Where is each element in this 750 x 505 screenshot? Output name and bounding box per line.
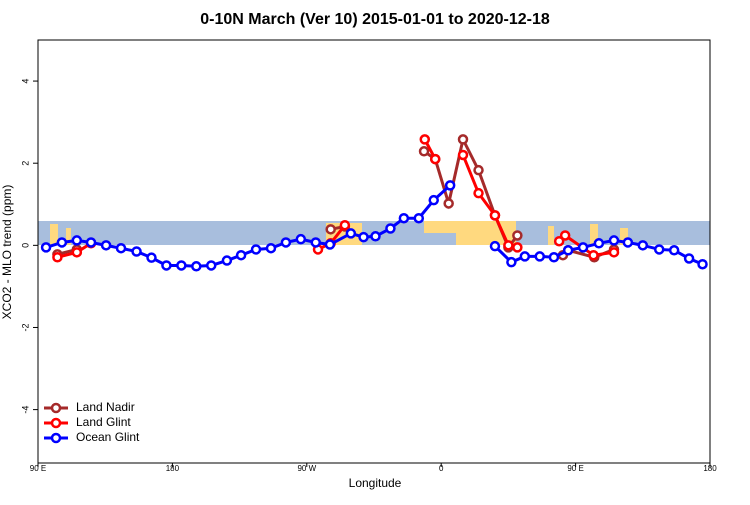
series-point [548,251,560,263]
series-point [489,240,501,252]
series-point [295,233,307,245]
series-point [325,224,336,235]
series-point [85,237,97,248]
series-point [52,251,63,263]
series-point [559,230,571,241]
series-point [161,260,172,271]
series-point [413,212,425,224]
series-point [503,240,514,251]
x-tick-label: 90 E [567,464,583,473]
series-point [457,149,469,161]
legend-swatch-point [50,417,62,429]
series-point [310,237,322,248]
series-point [553,235,565,247]
series-point [71,235,83,246]
series-point [221,255,233,266]
series-point [385,223,396,234]
y-tick-label: -4 [20,406,30,414]
series-point [176,260,187,271]
legend-label: Land Glint [76,415,131,429]
series-point [534,251,546,262]
series-point [71,247,83,258]
series-point [653,244,665,255]
series-point [345,228,357,239]
series-point [683,253,695,264]
series-point [398,212,410,224]
series-point [577,242,589,253]
series-point [56,237,68,248]
series-point [205,260,217,271]
series-point [358,231,369,243]
x-axis-label: Longitude [349,476,402,490]
series-point [40,242,52,253]
legend-label: Land Nadir [76,400,135,414]
series-point [419,134,431,145]
series-point [370,231,381,242]
series-point [191,261,202,272]
series-point [339,219,351,231]
series-point [637,240,649,251]
series-point [608,235,620,246]
series-point [562,245,574,256]
y-tick-label: 0 [20,243,30,248]
series-point [115,242,127,254]
series-point [100,240,112,251]
series-point [444,180,456,191]
y-tick-label: 4 [20,79,30,84]
plot-frame [37,39,711,464]
x-tick-label: 180 [703,464,717,473]
series-point [512,230,523,241]
y-axis-label: XCO2 - MLO trend (ppm) [0,185,14,320]
legend-label: Ocean Glint [76,430,140,444]
series-point [324,239,336,250]
legend-swatch-point [50,402,62,414]
series-point [473,164,484,176]
series-point [593,238,605,249]
series-point [146,252,157,263]
series-point [489,210,501,221]
x-tick-label: 0 [439,464,444,473]
series-point [235,249,247,261]
series-point [588,249,599,261]
series-point [429,153,441,165]
series-point [265,242,277,254]
x-tick-label: 180 [166,464,180,473]
series-point [131,246,142,257]
series-point [428,194,439,206]
series-point [519,251,531,262]
series-point [443,198,454,209]
series-point [668,245,680,256]
series-point [250,244,262,255]
series-point [280,237,292,248]
x-tick-label: 90 W [297,464,316,473]
series-point [622,237,634,248]
series-point [418,146,430,157]
series-point [697,258,708,270]
series-point [506,256,517,268]
series-point [457,134,469,145]
series-point [473,187,484,199]
series-point [512,242,523,253]
series-point [608,247,620,258]
chart-title: 0-10N March (Ver 10) 2015-01-01 to 2020-… [200,11,550,28]
y-tick-label: 2 [20,161,30,166]
y-tick-label: -2 [20,323,30,331]
legend-swatch-point [50,432,62,444]
series-line [45,184,452,268]
x-tick-label: 90 E [30,464,46,473]
